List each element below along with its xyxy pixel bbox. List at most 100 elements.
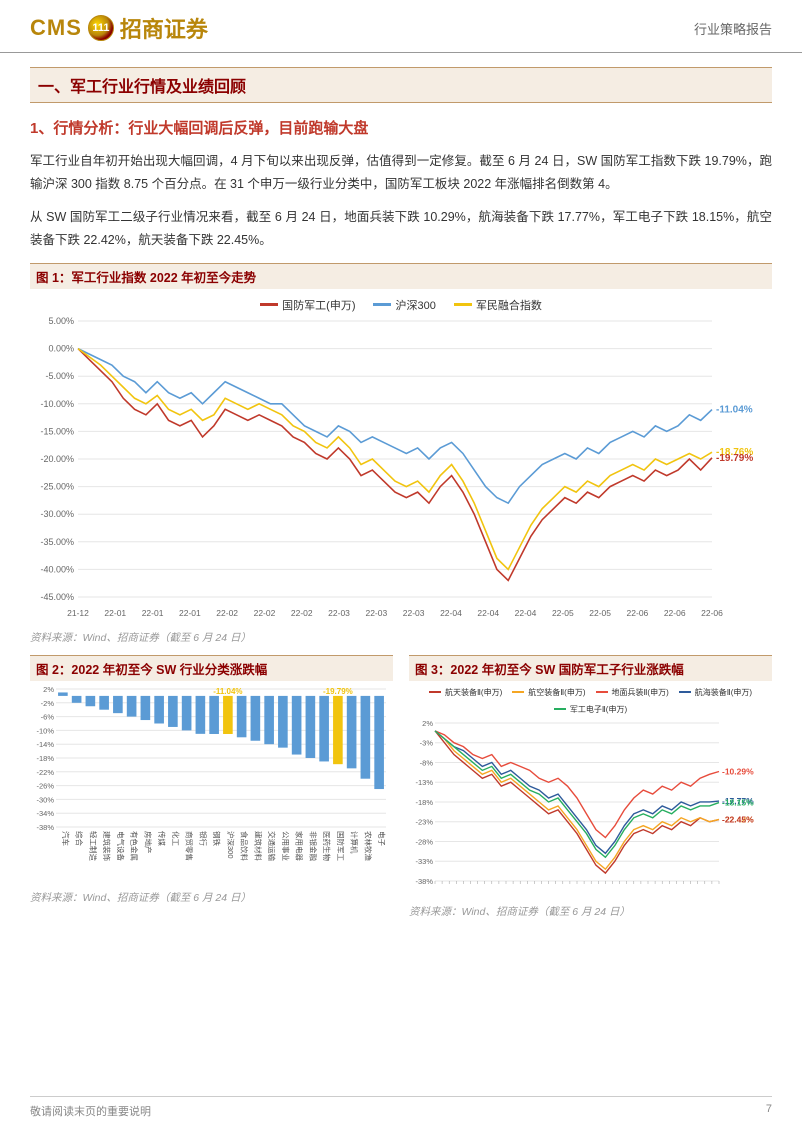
- svg-text:-11.04%: -11.04%: [716, 404, 753, 415]
- svg-text:商贸零售: 商贸零售: [185, 831, 195, 861]
- paragraph-2: 从 SW 国防军工二级子行业情况来看，截至 6 月 24 日，地面兵装下跌 10…: [30, 206, 772, 252]
- svg-text:-8%: -8%: [420, 758, 434, 767]
- svg-text:-25.00%: -25.00%: [40, 481, 74, 491]
- svg-text:-26%: -26%: [36, 781, 54, 790]
- svg-text:22-06: 22-06: [664, 608, 686, 618]
- svg-text:沪深300: 沪深300: [226, 831, 236, 859]
- svg-text:-45.00%: -45.00%: [40, 592, 74, 602]
- svg-text:5.00%: 5.00%: [48, 316, 74, 326]
- svg-text:-19.79%: -19.79%: [716, 452, 753, 463]
- svg-text:0.00%: 0.00%: [48, 343, 74, 353]
- fig3-wrap: 图 3：2022 年初至今 SW 国防军工子行业涨跌幅 航天装备Ⅱ(申万)航空装…: [409, 655, 772, 929]
- page-number: 7: [766, 1103, 772, 1119]
- svg-text:22-03: 22-03: [365, 608, 387, 618]
- logo-area: CMS 111 招商证券: [30, 12, 208, 44]
- svg-text:传媒: 传媒: [157, 831, 167, 846]
- logo-circle-icon: 111: [88, 15, 114, 41]
- svg-text:22-02: 22-02: [216, 608, 238, 618]
- svg-text:21-12: 21-12: [67, 608, 89, 618]
- svg-text:-20.00%: -20.00%: [40, 454, 74, 464]
- svg-text:22-05: 22-05: [589, 608, 611, 618]
- svg-text:-10.00%: -10.00%: [40, 398, 74, 408]
- content-area: 一、军工行业行情及业绩回顾 1、行情分析：行业大幅回调后反弹，目前跑输大盘 军工…: [0, 53, 802, 929]
- section-heading-bar: 一、军工行业行情及业绩回顾: [30, 67, 772, 103]
- svg-text:22-06: 22-06: [701, 608, 723, 618]
- svg-text:22-01: 22-01: [104, 608, 126, 618]
- svg-text:家用电器: 家用电器: [295, 831, 305, 861]
- fig2-wrap: 图 2：2022 年初至今 SW 行业分类涨跌幅 -38%-34%-30%-26…: [30, 655, 393, 929]
- fig2-source: 资料来源：Wind、招商证券（截至 6 月 24 日）: [30, 890, 393, 905]
- svg-text:轻工制造: 轻工制造: [88, 831, 98, 861]
- svg-text:交通运输: 交通运输: [267, 831, 277, 861]
- svg-text:钢铁: 钢铁: [212, 831, 222, 846]
- svg-text:-34%: -34%: [36, 809, 54, 818]
- svg-text:-11.04%: -11.04%: [213, 686, 242, 695]
- svg-text:国防军工: 国防军工: [336, 831, 346, 861]
- svg-text:-14%: -14%: [36, 740, 54, 749]
- fig1-title: 图 1：军工行业指数 2022 年初至今走势: [30, 263, 772, 289]
- svg-text:有色金属: 有色金属: [130, 831, 140, 861]
- paragraph-1: 军工行业自年初开始出现大幅回调，4 月下旬以来出现反弹，估值得到一定修复。截至 …: [30, 150, 772, 196]
- svg-text:银行: 银行: [198, 831, 208, 846]
- svg-text:22-04: 22-04: [515, 608, 537, 618]
- report-header: CMS 111 招商证券 行业策略报告: [0, 0, 802, 53]
- svg-text:公用事业: 公用事业: [281, 831, 291, 861]
- svg-text:非银金融: 非银金融: [308, 831, 318, 861]
- svg-text:22-05: 22-05: [552, 608, 574, 618]
- svg-text:-5.00%: -5.00%: [45, 371, 74, 381]
- svg-text:-15.00%: -15.00%: [40, 426, 74, 436]
- svg-text:医药生物: 医药生物: [322, 831, 332, 861]
- svg-text:22-01: 22-01: [179, 608, 201, 618]
- fig3-source: 资料来源：Wind、招商证券（截至 6 月 24 日）: [409, 904, 772, 919]
- svg-text:建筑装饰: 建筑装饰: [102, 831, 112, 861]
- svg-text:-10.29%: -10.29%: [722, 766, 754, 776]
- svg-text:综合: 综合: [75, 831, 85, 846]
- svg-text:-23%: -23%: [415, 817, 433, 826]
- fig1-source: 资料来源：Wind、招商证券（截至 6 月 24 日）: [30, 630, 772, 645]
- svg-text:-18.15%: -18.15%: [722, 797, 754, 807]
- svg-text:-13%: -13%: [415, 778, 433, 787]
- svg-text:-30.00%: -30.00%: [40, 509, 74, 519]
- figure-row-2: 图 2：2022 年初至今 SW 行业分类涨跌幅 -38%-34%-30%-26…: [30, 655, 772, 929]
- svg-text:计算机: 计算机: [350, 831, 360, 854]
- fig1-legend: 国防军工(申万)沪深300军民融合指数: [30, 293, 772, 315]
- page-footer: 敬请阅读末页的重要说明 7: [30, 1096, 772, 1119]
- svg-text:-6%: -6%: [41, 712, 55, 721]
- svg-text:-22.45%: -22.45%: [722, 814, 754, 824]
- section-heading: 一、军工行业行情及业绩回顾: [38, 73, 764, 97]
- svg-text:电子: 电子: [377, 831, 387, 846]
- fig2-title: 图 2：2022 年初至今 SW 行业分类涨跌幅: [30, 655, 393, 681]
- svg-text:房地产: 房地产: [143, 831, 153, 854]
- logo-cms-text: CMS: [30, 15, 82, 41]
- svg-text:22-04: 22-04: [440, 608, 462, 618]
- svg-text:-18%: -18%: [415, 797, 433, 806]
- svg-text:22-04: 22-04: [477, 608, 499, 618]
- svg-text:-2%: -2%: [41, 698, 55, 707]
- header-category: 行业策略报告: [694, 19, 772, 38]
- svg-text:-18%: -18%: [36, 754, 54, 763]
- fig3-svg: -38%-33%-28%-23%-18%-13%-8%-3%2%-10.29%-…: [409, 717, 769, 899]
- svg-text:22-01: 22-01: [142, 608, 164, 618]
- svg-text:22-03: 22-03: [403, 608, 425, 618]
- svg-text:-38%: -38%: [36, 823, 54, 832]
- svg-text:22-02: 22-02: [291, 608, 313, 618]
- svg-text:2%: 2%: [43, 685, 54, 694]
- fig1-svg: -45.00% -40.00% -35.00% -30.00% -25.00% -20.0…: [30, 315, 772, 625]
- svg-text:-40.00%: -40.00%: [40, 564, 74, 574]
- svg-text:电气设备: 电气设备: [116, 831, 126, 861]
- fig3-legend: 航天装备Ⅱ(申万)航空装备Ⅱ(申万)地面兵装Ⅱ(申万)航海装备Ⅱ(申万)军工电子…: [409, 685, 772, 717]
- subsection-heading: 1、行情分析：行业大幅回调后反弹，目前跑输大盘: [30, 117, 772, 138]
- svg-text:化工: 化工: [171, 831, 181, 846]
- svg-text:22-06: 22-06: [627, 608, 649, 618]
- svg-text:22-02: 22-02: [254, 608, 276, 618]
- svg-text:-35.00%: -35.00%: [40, 536, 74, 546]
- svg-text:建筑材料: 建筑材料: [253, 831, 263, 861]
- footer-disclaimer: 敬请阅读末页的重要说明: [30, 1103, 151, 1119]
- fig2-svg: -38%-34%-30%-26%-22%-18%-14%-10%-6%-2%2%…: [30, 685, 390, 885]
- svg-text:-3%: -3%: [420, 738, 434, 747]
- svg-text:2%: 2%: [422, 718, 433, 727]
- svg-text:-22%: -22%: [36, 767, 54, 776]
- svg-text:-38%: -38%: [415, 877, 433, 886]
- svg-text:汽车: 汽车: [61, 831, 71, 846]
- svg-text:食品饮料: 食品饮料: [240, 831, 250, 861]
